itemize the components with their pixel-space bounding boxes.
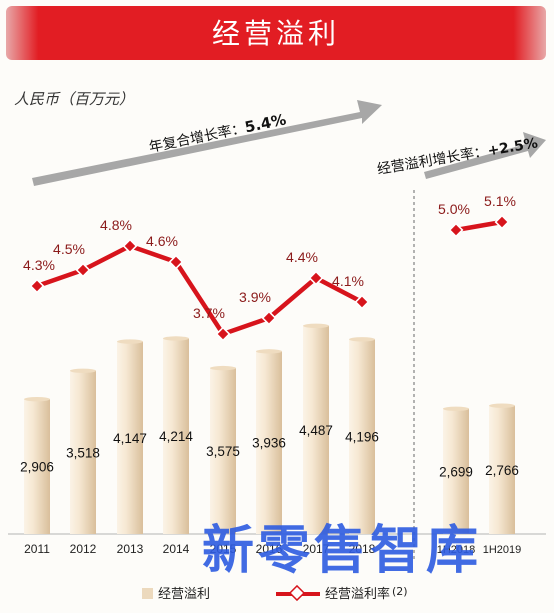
bar-2015 — [210, 368, 236, 534]
margin-label-2013: 4.8% — [100, 217, 132, 233]
margin-point-2014 — [168, 254, 184, 270]
bar-value-label-2014: 4,214 — [159, 429, 193, 444]
legend-line-label: 经营溢利率 (2) — [325, 585, 408, 602]
margin-point-1H2019 — [494, 214, 510, 230]
margin-point-2016 — [261, 310, 277, 326]
bar-2017 — [303, 325, 329, 534]
margin-label-2015: 3.7% — [193, 305, 225, 321]
bar-cap-2016 — [256, 349, 282, 354]
bar-2018 — [349, 339, 375, 534]
margin-point-2018 — [354, 294, 370, 310]
bar-value-label-2012: 3,518 — [66, 445, 100, 460]
chart-title: 经营溢利 — [212, 17, 340, 50]
x-tick-1H2018: 1H2018 — [437, 544, 476, 556]
margin-label-2011: 4.3% — [23, 257, 55, 273]
cagr-arrow — [32, 100, 382, 186]
x-tick-2015: 2015 — [210, 542, 237, 556]
bar-cap-2014 — [163, 336, 189, 341]
bar-2016 — [256, 351, 282, 534]
bar-value-label-2011: 2,906 — [20, 460, 54, 475]
margin-label-1H2019: 5.1% — [484, 193, 516, 209]
bar-cap-2012 — [70, 368, 96, 373]
x-tick-1H2019: 1H2019 — [483, 544, 522, 556]
title-banner — [6, 6, 546, 60]
margin-line-segment-2 — [455, 219, 503, 233]
x-tick-2012: 2012 — [70, 542, 97, 556]
bar-value-label-1H2018: 2,699 — [439, 464, 473, 479]
margin-label-2014: 4.6% — [146, 233, 178, 249]
x-tick-2018: 2018 — [349, 542, 376, 556]
bar-cap-2015 — [210, 365, 236, 371]
legend-bar-label: 经营溢利 — [158, 587, 210, 602]
bar-value-label-2016: 3,936 — [252, 436, 286, 451]
bar-2011 — [24, 399, 50, 534]
bar-cap-2017 — [303, 323, 329, 329]
legend-bar-swatch — [142, 588, 153, 599]
legend-line-note: (2) — [392, 585, 408, 598]
margin-label-1H2018: 5.0% — [438, 201, 470, 217]
bar-value-label-2015: 3,575 — [206, 444, 240, 459]
bar-cap-2013 — [117, 339, 143, 344]
watermark: 新零售智库 — [202, 521, 482, 581]
bar-2014 — [163, 338, 189, 534]
x-tick-2017: 2017 — [303, 542, 330, 556]
legend-line-text: 经营溢利率 — [325, 586, 390, 602]
margin-point-2015 — [215, 326, 231, 342]
unit-label: 人民币（百万元） — [14, 90, 134, 108]
margin-label-2012: 4.5% — [53, 241, 85, 257]
bar-value-label-2018: 4,196 — [345, 430, 379, 445]
margin-label-2018: 4.1% — [332, 273, 364, 289]
x-tick-2014: 2014 — [163, 542, 190, 556]
line-layer: 4.3%4.5% 4.8% 4.6% 3.7% 3.9% 4.4% 4.1% 5.0% 5.1% — [23, 193, 516, 342]
bar-labels-layer: 2,906 3,518 4,147 4,214 3,575 3,936 4,487 4,196… — [20, 423, 519, 479]
bar-cap-2018 — [349, 337, 375, 342]
x-labels-layer: 2011 2012 2013 2014 2015 2016 2017 2018 1H2018 1H… — [24, 542, 521, 556]
bar-1H2018 — [443, 408, 469, 534]
bar-value-label-2017: 4,487 — [299, 423, 333, 438]
legend-line-marker — [288, 584, 306, 602]
bar-1H2019 — [489, 405, 515, 534]
bar-cap-1H2019 — [489, 403, 515, 408]
x-tick-2013: 2013 — [117, 542, 144, 556]
margin-label-2016: 3.9% — [239, 289, 271, 305]
margin-line-segment-1 — [36, 243, 364, 337]
bar-2012 — [70, 370, 96, 534]
bar-cap-2011 — [24, 396, 50, 402]
bar-cap-1H2018 — [443, 406, 469, 411]
bar-2013 — [117, 341, 143, 534]
growth-arrow — [424, 132, 546, 179]
margin-label-2017: 4.4% — [286, 249, 318, 265]
bar-value-label-1H2019: 2,766 — [485, 463, 519, 478]
margin-point-2017 — [308, 270, 324, 286]
bars-layer — [24, 323, 515, 534]
margin-point-1H2018 — [448, 222, 464, 238]
margin-point-2013 — [122, 238, 138, 254]
margin-point-2012 — [75, 262, 91, 278]
x-tick-2011: 2011 — [24, 542, 50, 556]
x-tick-2016: 2016 — [256, 542, 283, 556]
bar-value-label-2013: 4,147 — [113, 431, 147, 446]
margin-point-2011 — [29, 278, 45, 294]
